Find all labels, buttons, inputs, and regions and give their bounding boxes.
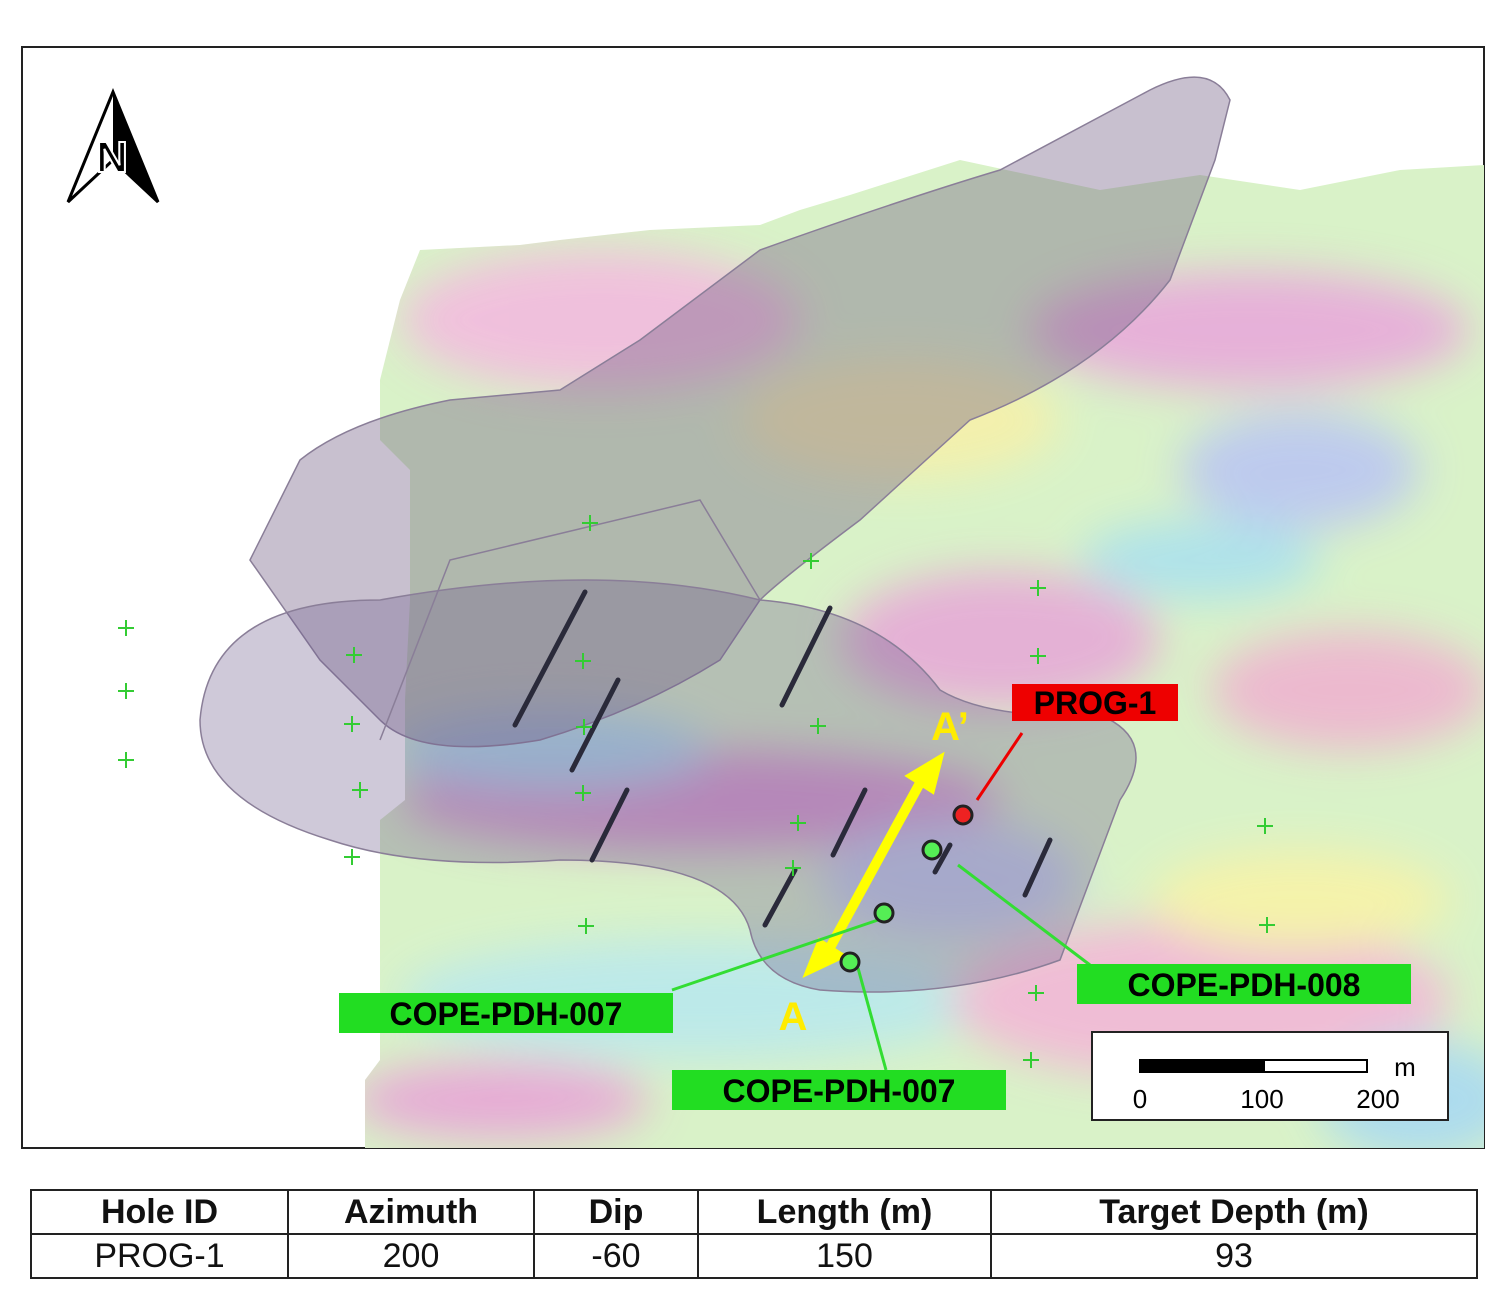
cell: 200: [287, 1233, 535, 1279]
wireframe-solids: [199, 76, 1231, 993]
scale-tick: 200: [1356, 1084, 1399, 1114]
magnetic-background: [365, 160, 1484, 1148]
section-end: A’: [931, 705, 969, 749]
collars: [671, 732, 1091, 1071]
section-arrow: [802, 751, 945, 978]
label-box: [1077, 964, 1411, 1004]
header-cell: Length (m): [697, 1189, 992, 1235]
header-row: Hole ID Azimuth Dip Length (m) Target De…: [30, 1189, 1478, 1235]
label-box: [1012, 684, 1178, 721]
cell: 150: [697, 1233, 992, 1279]
cell: PROG-1: [30, 1233, 289, 1279]
north-label: N: [96, 133, 128, 182]
hole-label: COPE-PDH-008: [1128, 967, 1361, 1003]
scale-unit: m: [1394, 1052, 1416, 1082]
scale-bar: m 0 100 200: [1091, 1031, 1449, 1121]
north-arrow: N: [66, 88, 160, 204]
label-box: [672, 1070, 1006, 1110]
section-start: A: [779, 995, 808, 1039]
header-cell: Hole ID: [30, 1189, 289, 1235]
hole-label: COPE-PDH-007: [390, 996, 623, 1032]
label-box: [339, 993, 673, 1033]
map: N A’ A PROG-1 COPE-PDH-008 COPE-PDH-007 …: [21, 46, 1485, 1149]
hole-label: PROG-1: [1034, 685, 1157, 721]
header-cell: Azimuth: [287, 1189, 535, 1235]
scale-tick: 0: [1133, 1084, 1147, 1114]
grid-crosses: [118, 515, 1275, 1068]
cell: 93: [990, 1233, 1478, 1279]
hole-table: Hole ID Azimuth Dip Length (m) Target De…: [30, 1189, 1478, 1279]
cell: -60: [533, 1233, 699, 1279]
scale-tick: 100: [1240, 1084, 1283, 1114]
header-cell: Dip: [533, 1189, 699, 1235]
data-row: PROG-1 200 -60 150 93: [30, 1233, 1478, 1279]
drill-traces: [512, 589, 1053, 928]
header-cell: Target Depth (m): [990, 1189, 1478, 1235]
hole-label: COPE-PDH-007: [723, 1073, 956, 1109]
